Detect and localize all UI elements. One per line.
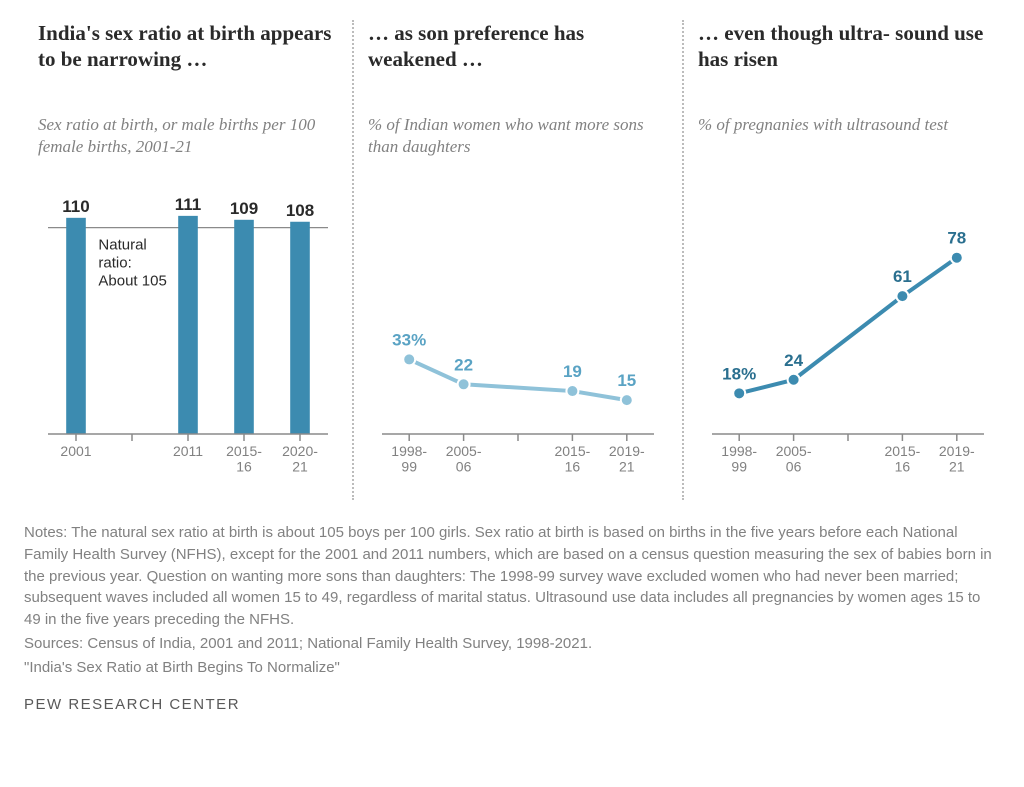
svg-text:2015-16: 2015-16 xyxy=(554,443,590,474)
notes-sources: Sources: Census of India, 2001 and 2011;… xyxy=(24,633,1000,655)
svg-text:78: 78 xyxy=(947,229,966,248)
svg-text:22: 22 xyxy=(454,355,473,374)
svg-text:111: 111 xyxy=(175,195,202,214)
svg-text:2015-16: 2015-16 xyxy=(226,443,262,474)
panel-sex-ratio: India's sex ratio at birth appears to be… xyxy=(24,20,352,500)
footer-brand: PEW RESEARCH CENTER xyxy=(24,696,1000,713)
panel-title: … as son preference has weakened … xyxy=(368,20,668,100)
panel-ultrasound: … even though ultra- sound use has risen… xyxy=(682,20,1012,500)
svg-text:ratio:: ratio: xyxy=(98,255,131,272)
line-chart: 33% 22 19 15 1998-99 2005-06 2015-16 2019-21 xyxy=(368,192,668,500)
line-chart: 18% 24 61 78 1998-99 2005-06 2015-16 2019-21 xyxy=(698,192,998,500)
svg-text:15: 15 xyxy=(617,371,636,390)
notes-text: Notes: The natural sex ratio at birth is… xyxy=(24,522,1000,631)
svg-text:2011: 2011 xyxy=(173,443,203,459)
svg-text:2020-21: 2020-21 xyxy=(282,443,318,474)
svg-text:2019-21: 2019-21 xyxy=(939,443,975,474)
panel-subtitle: Sex ratio at birth, or male births per 1… xyxy=(38,114,338,180)
svg-text:Natural: Natural xyxy=(98,237,146,254)
svg-text:1998-99: 1998-99 xyxy=(721,443,757,474)
notes-block: Notes: The natural sex ratio at birth is… xyxy=(24,522,1000,678)
svg-text:2001: 2001 xyxy=(60,443,91,459)
svg-text:2015-16: 2015-16 xyxy=(884,443,920,474)
panel-title: … even though ultra- sound use has risen xyxy=(698,20,998,100)
panels-row: India's sex ratio at birth appears to be… xyxy=(24,20,1000,500)
svg-text:110: 110 xyxy=(62,197,89,216)
svg-text:108: 108 xyxy=(286,201,314,220)
svg-text:24: 24 xyxy=(784,351,803,370)
notes-title-ref: "India's Sex Ratio at Birth Begins To No… xyxy=(24,657,1000,679)
svg-text:2005-06: 2005-06 xyxy=(776,443,812,474)
panel-son-preference: … as son preference has weakened … % of … xyxy=(352,20,682,500)
svg-text:19: 19 xyxy=(563,362,582,381)
svg-text:33%: 33% xyxy=(392,330,426,349)
panel-title: India's sex ratio at birth appears to be… xyxy=(38,20,338,100)
bar-chart: 110 111 109 108 Naturalratio:About 105 2001 20… xyxy=(38,192,338,500)
svg-text:2019-21: 2019-21 xyxy=(609,443,645,474)
svg-text:18%: 18% xyxy=(722,364,756,383)
svg-text:About 105: About 105 xyxy=(98,273,166,290)
svg-text:2005-06: 2005-06 xyxy=(446,443,482,474)
panel-subtitle: % of pregnanies with ultrasound test xyxy=(698,114,998,180)
svg-text:1998-99: 1998-99 xyxy=(391,443,427,474)
svg-text:109: 109 xyxy=(230,199,258,218)
svg-text:61: 61 xyxy=(893,267,912,286)
panel-subtitle: % of Indian women who want more sons tha… xyxy=(368,114,668,180)
